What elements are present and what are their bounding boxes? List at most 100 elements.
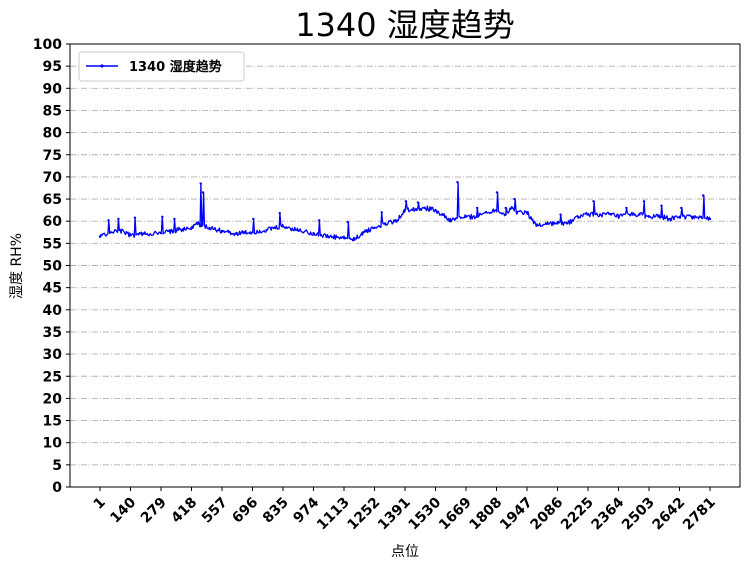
y-tick-label-5: 25 [43,369,62,385]
series-spike-19 [526,211,529,214]
series-spike-12 [404,200,408,203]
series-point-49 [617,215,620,218]
series-point-15 [265,228,268,232]
series-point-9 [196,222,199,225]
series-spike-7 [252,217,255,221]
series-point-8 [190,226,193,230]
series-point-41 [535,224,538,227]
series-point-36 [495,208,498,212]
series-spike-6 [201,191,205,194]
series-point-7 [181,227,185,231]
y-tick-label-14: 70 [43,170,63,186]
y-tick-label-19: 95 [43,59,62,75]
series-point-1 [109,231,112,234]
y-tick-label-12: 60 [43,214,63,230]
series-point-20 [342,236,346,240]
series-point-24 [383,222,387,225]
series-spike-23 [642,200,646,203]
y-tick-label-18: 90 [43,81,63,97]
y-tick-label-8: 40 [43,303,63,319]
series-spike-11 [380,211,383,214]
y-tick-label-15: 75 [43,148,62,164]
series-point-51 [638,213,641,216]
series-point-34 [475,215,479,218]
y-tick-label-16: 80 [43,126,63,142]
series-point-58 [708,217,712,221]
series-point-25 [394,220,398,223]
series-point-48 [609,213,613,216]
series-point-13 [234,232,238,235]
series-layer [98,181,712,242]
series-point-11 [208,226,211,230]
series-point-3 [129,234,132,237]
y-tick-label-3: 15 [43,414,62,430]
series-point-57 [699,215,703,218]
series-spike-26 [701,194,705,197]
series-point-31 [449,220,453,223]
series-point-53 [660,215,663,218]
chart-title: 1340 湿度趋势 [295,6,515,44]
series-point-43 [556,222,559,225]
series-spike-8 [278,212,281,215]
series-spike-2 [133,216,137,219]
legend-marker [100,64,104,68]
series-spike-24 [660,204,663,207]
series-point-37 [504,213,507,216]
y-tick-label-9: 45 [43,281,62,297]
series-point-16 [281,225,285,228]
y-tick-label-1: 5 [52,458,62,474]
series-point-32 [454,217,457,221]
series-point-55 [678,215,681,218]
series-point-0 [98,235,102,238]
series-point-47 [598,213,602,216]
series-point-18 [312,231,315,235]
y-tick-label-6: 30 [43,347,63,363]
series-spike-13 [416,201,420,204]
series-point-6 [170,229,174,233]
series-point-19 [326,235,330,238]
series-point-27 [412,207,415,210]
y-axis-label: 湿度 RH% [9,233,25,299]
legend-box [78,51,245,82]
series-point-2 [118,228,121,232]
series-point-10 [199,224,202,227]
y-tick-label-17: 85 [43,103,62,119]
series-spike-17 [504,206,507,210]
series-point-12 [220,229,224,233]
series-point-39 [515,211,518,214]
y-tick-label-2: 10 [43,436,63,452]
series-point-35 [484,211,488,214]
series-spike-18 [513,197,516,201]
series-point-50 [629,213,632,216]
series-point-23 [373,226,376,230]
series-point-45 [576,215,580,218]
series-spike-10 [346,220,349,224]
series-point-28 [423,206,426,210]
series-point-56 [691,215,694,218]
series-point-38 [511,206,514,210]
y-tick-label-0: 0 [52,480,62,496]
series-point-30 [440,213,444,216]
y-tick-label-11: 55 [43,236,62,252]
series-point-33 [464,215,468,218]
series-spike-15 [475,206,479,210]
series-spike-16 [495,191,499,194]
series-spike-14 [456,181,459,184]
legend-label: 1340 湿度趋势 [129,59,222,75]
y-tick-label-13: 65 [43,192,62,208]
series-point-46 [586,213,590,216]
y-tick-label-7: 35 [43,325,62,341]
y-axis: 0 5 10 15 20 25 30 35 40 45 50 55 60 65 70 75 80 85 90 95 10… [33,37,70,496]
series-point-54 [669,217,672,221]
x-axis-label: 点位 [391,544,419,560]
series-spike-0 [107,219,110,222]
series-point-21 [353,238,356,242]
series-spike-5 [199,182,202,185]
y-tick-label-20: 100 [33,37,62,53]
series-point-29 [434,208,437,212]
series-point-5 [159,231,163,235]
series-spike-9 [318,219,321,222]
series-spike-20 [559,213,562,216]
